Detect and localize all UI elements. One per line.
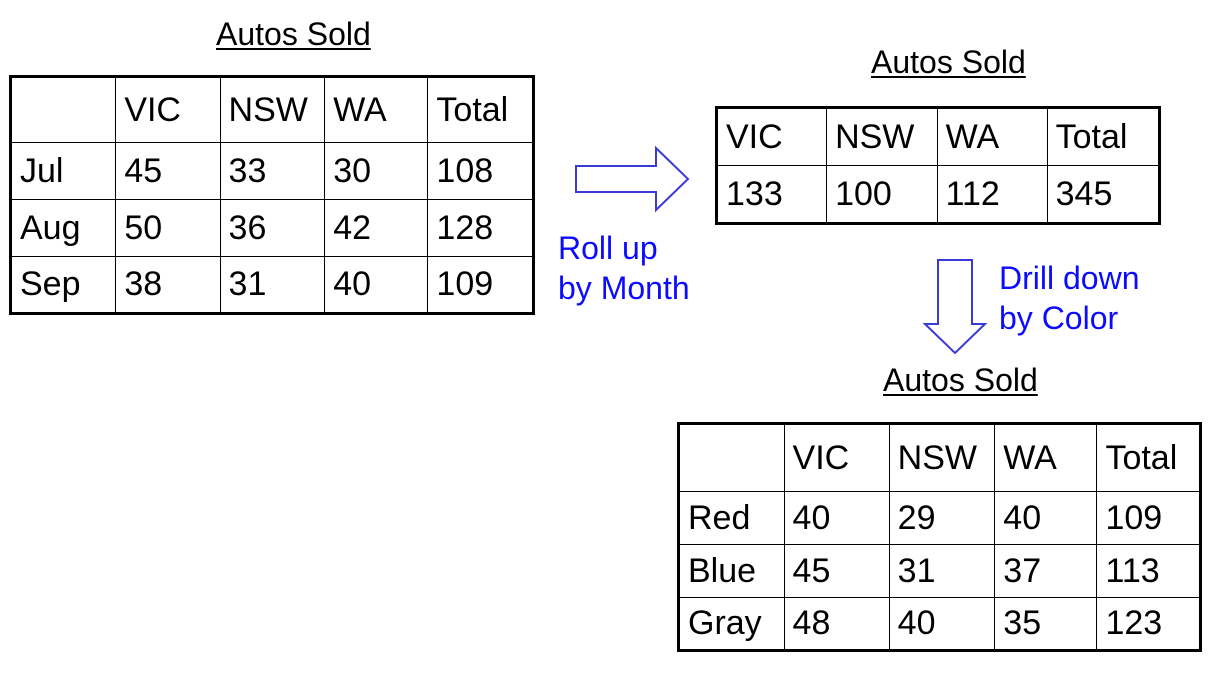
row-label-cell: Blue	[678, 544, 785, 598]
header-cell	[678, 423, 785, 492]
monthly-sales-table: VIC NSW WA Total Jul 45 33 30 108 Aug 50…	[9, 75, 535, 315]
table-cell: 345	[1046, 165, 1161, 224]
color-table-title: Autos Sold	[883, 362, 1038, 398]
table-cell: 31	[219, 256, 326, 314]
row-label-cell: Red	[678, 491, 785, 545]
monthly-table-title: Autos Sold	[216, 16, 371, 52]
arrow-right-shape	[575, 145, 690, 213]
table-cell: 38	[115, 256, 221, 314]
table-cell: 40	[994, 491, 1098, 545]
roll-up-caption: Roll up by Month	[558, 228, 690, 308]
table-row: Aug 50 36 42 128	[9, 199, 534, 257]
totals-table-title: Autos Sold	[871, 44, 1026, 80]
arrow-down-shape	[922, 259, 988, 355]
header-cell: WA	[936, 107, 1048, 166]
header-cell: NSW	[219, 76, 326, 143]
table-cell: 29	[888, 491, 996, 545]
header-cell: NSW	[888, 423, 996, 492]
table-cell: 40	[324, 256, 429, 314]
table-cell: 42	[324, 199, 429, 257]
header-cell: Total	[1096, 423, 1201, 492]
table-cell: 40	[783, 491, 890, 545]
table-cell: 128	[427, 199, 534, 257]
table-row: 133 100 112 345	[715, 165, 1161, 224]
table-row: Sep 38 31 40 109	[9, 256, 534, 314]
table-cell: 133	[715, 165, 828, 224]
table-cell: 35	[994, 597, 1098, 651]
row-label-cell: Sep	[9, 256, 117, 314]
table-cell: 108	[427, 142, 534, 200]
table-cell: 50	[115, 199, 221, 257]
table-cell: 40	[888, 597, 996, 651]
table-cell: 109	[427, 256, 534, 314]
table-cell: 113	[1096, 544, 1201, 598]
arrow-down-icon	[922, 259, 988, 355]
header-cell: VIC	[115, 76, 221, 143]
color-sales-table: VIC NSW WA Total Red 40 29 40 109 Blue 4…	[677, 422, 1202, 652]
table-header-row: VIC NSW WA Total	[715, 107, 1161, 166]
row-label-cell: Aug	[9, 199, 117, 257]
table-row: Blue 45 31 37 113	[678, 544, 1201, 598]
table-cell: 36	[219, 199, 326, 257]
header-cell: VIC	[783, 423, 890, 492]
table-row: Red 40 29 40 109	[678, 491, 1201, 545]
table-cell: 45	[115, 142, 221, 200]
table-cell: 48	[783, 597, 890, 651]
table-row: Jul 45 33 30 108	[9, 142, 534, 200]
table-cell: 31	[888, 544, 996, 598]
table-cell: 30	[324, 142, 429, 200]
row-label-cell: Jul	[9, 142, 117, 200]
header-cell: WA	[994, 423, 1098, 492]
table-cell: 112	[936, 165, 1048, 224]
roll-up-line-1: Roll up	[558, 230, 658, 266]
table-cell: 45	[783, 544, 890, 598]
row-label-cell: Gray	[678, 597, 785, 651]
header-cell: WA	[324, 76, 429, 143]
table-cell: 123	[1096, 597, 1201, 651]
drill-down-line-1: Drill down	[999, 260, 1140, 296]
header-cell	[9, 76, 117, 143]
table-header-row: VIC NSW WA Total	[678, 423, 1201, 492]
header-cell: VIC	[715, 107, 828, 166]
totals-sales-table: VIC NSW WA Total 133 100 112 345	[715, 106, 1161, 225]
drill-down-caption: Drill down by Color	[999, 258, 1139, 338]
drill-down-line-2: by Color	[999, 300, 1119, 336]
table-cell: 100	[826, 165, 938, 224]
table-row: Gray 48 40 35 123	[678, 597, 1201, 651]
arrow-right-icon	[575, 145, 690, 213]
table-cell: 109	[1096, 491, 1201, 545]
table-header-row: VIC NSW WA Total	[9, 76, 534, 143]
header-cell: Total	[427, 76, 534, 143]
table-cell: 33	[219, 142, 326, 200]
table-cell: 37	[994, 544, 1098, 598]
roll-up-line-2: by Month	[558, 270, 690, 306]
header-cell: Total	[1046, 107, 1161, 166]
header-cell: NSW	[826, 107, 938, 166]
